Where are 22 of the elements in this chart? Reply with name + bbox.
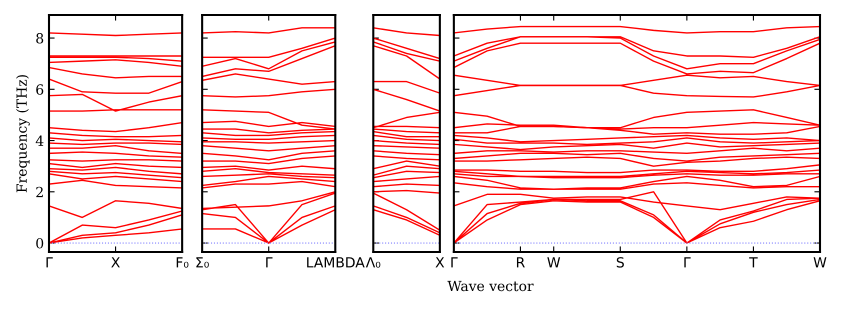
x-tick-label: W <box>814 257 826 268</box>
x-tick-label: X <box>436 257 444 268</box>
x-tick-label: R <box>516 257 525 268</box>
x-tick-label: T <box>749 257 758 268</box>
y-tick-label: 0 <box>36 238 44 249</box>
x-tick-label: X <box>111 257 120 268</box>
x-tick-label: F₀ <box>176 257 188 268</box>
x-axis-title: Wave vector <box>447 280 534 292</box>
x-tick-label: S <box>616 257 624 268</box>
y-tick-label: 6 <box>36 84 44 95</box>
y-tick-label: 8 <box>36 33 44 44</box>
x-tick-label: Σ₀ <box>196 257 209 268</box>
x-tick-label: LAMBDA <box>307 257 365 268</box>
y-axis-title: Frequency (THz) <box>16 75 30 192</box>
x-tick-label: Γ <box>684 257 691 268</box>
y-tick-label: 4 <box>36 136 44 146</box>
x-tick-label: Γ <box>451 257 458 268</box>
x-tick-label: W <box>547 257 560 268</box>
y-tick-label: 2 <box>36 186 43 198</box>
x-tick-label: Γ <box>46 257 53 268</box>
x-tick-label: Γ <box>266 257 273 268</box>
x-tick-label: Λ₀ <box>366 257 380 268</box>
